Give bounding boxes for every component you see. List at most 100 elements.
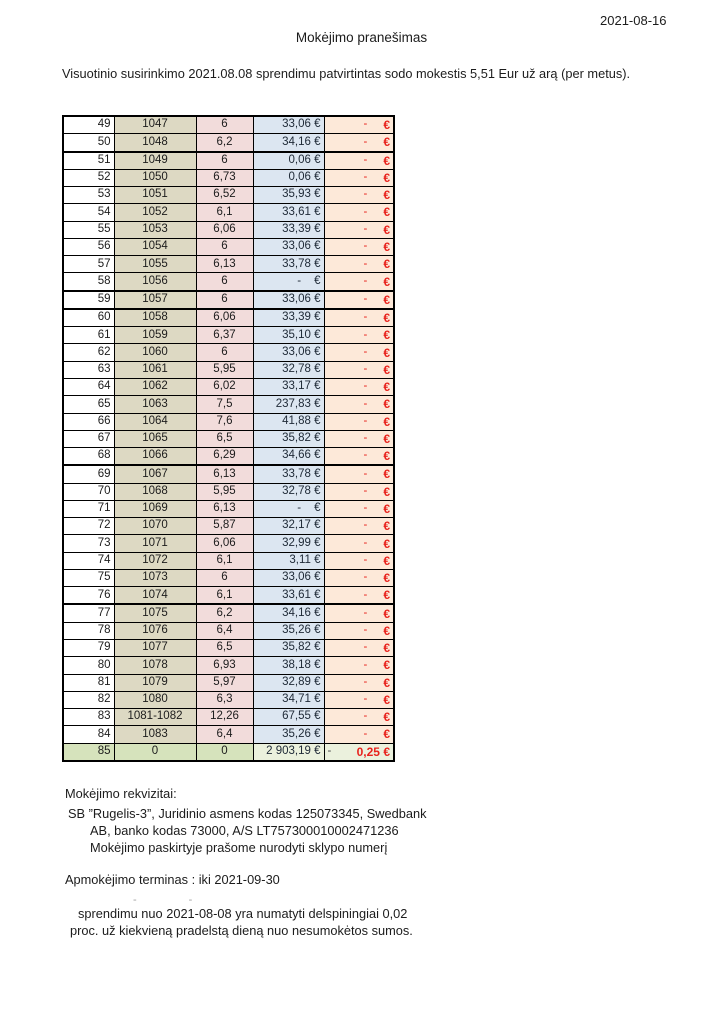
row-number-cell: 64 bbox=[62, 377, 115, 397]
table-row: 67 1065 6,5 35,82 € - € bbox=[62, 429, 395, 449]
row-number-cell: 49 bbox=[62, 115, 115, 135]
euro-sign: € bbox=[383, 692, 390, 707]
euro-sign: € bbox=[383, 188, 390, 203]
amount-cell: 2 903,19 € bbox=[252, 742, 325, 762]
euro-sign: € bbox=[383, 135, 390, 150]
amount-cell: 32,78 € bbox=[252, 482, 325, 501]
plot-number-cell: 1083 bbox=[113, 725, 197, 744]
due-dash: - bbox=[363, 135, 368, 148]
euro-sign: € bbox=[383, 536, 390, 551]
empty-amount-dash: - bbox=[297, 502, 302, 515]
area-cell: 6,06 bbox=[195, 220, 254, 239]
plot-number-cell: 1070 bbox=[113, 517, 197, 536]
table-row: 79 1077 6,5 35,82 € - € bbox=[62, 638, 395, 658]
amount-cell: 34,16 € bbox=[252, 603, 325, 623]
row-number-cell: 72 bbox=[62, 517, 115, 536]
table-row: 71 1069 6,13- € - € bbox=[62, 499, 395, 519]
due-cell: - € bbox=[323, 621, 395, 640]
area-cell: 6,02 bbox=[195, 377, 254, 397]
area-cell: 6,13 bbox=[195, 464, 254, 484]
plot-number-cell: 1060 bbox=[113, 343, 197, 362]
area-cell: 5,95 bbox=[195, 482, 254, 501]
area-cell: 6 bbox=[195, 568, 254, 588]
due-cell: - € bbox=[323, 272, 395, 292]
table-row: 61 1059 6,37 35,10 € - € bbox=[62, 326, 395, 345]
amount-cell: 41,88 € bbox=[252, 412, 325, 431]
total-due-value: 0,25 € bbox=[356, 744, 390, 759]
row-number-cell: 84 bbox=[62, 725, 115, 744]
amount-cell: 33,61 € bbox=[252, 203, 325, 222]
due-dash: - bbox=[363, 467, 368, 480]
row-number-cell: 52 bbox=[62, 168, 115, 188]
table-row: 65 1063 7,5 237,83 € - € bbox=[62, 395, 395, 414]
due-cell: - € bbox=[323, 203, 395, 222]
area-cell: 7,6 bbox=[195, 412, 254, 431]
area-cell: 6 bbox=[195, 150, 254, 170]
due-cell: - € bbox=[323, 725, 395, 744]
row-number-cell: 59 bbox=[62, 289, 115, 310]
euro-sign: € bbox=[383, 710, 390, 725]
plot-number-cell: 1048 bbox=[113, 133, 197, 153]
faint-artifact-marks: -- bbox=[133, 894, 192, 906]
euro-sign: € bbox=[383, 727, 390, 742]
due-cell: - € bbox=[323, 673, 395, 692]
row-number-cell: 80 bbox=[62, 656, 115, 675]
row-number-cell: 76 bbox=[62, 586, 115, 605]
amount-cell: 34,71 € bbox=[252, 690, 325, 710]
euro-sign: € bbox=[383, 606, 390, 621]
plot-number-cell: 1066 bbox=[113, 447, 197, 466]
euro-sign: € bbox=[383, 222, 390, 237]
plot-number-cell: 0 bbox=[113, 742, 197, 762]
euro-sign: € bbox=[383, 239, 390, 254]
area-cell: 12,26 bbox=[195, 708, 254, 727]
amount-cell: 33,39 € bbox=[252, 307, 325, 328]
due-cell: - € bbox=[323, 360, 395, 379]
plot-number-cell: 1059 bbox=[113, 326, 197, 345]
plot-number-cell: 1076 bbox=[113, 621, 197, 640]
payment-purpose-note: Mokėjimo paskirtyje prašome nurodyti skl… bbox=[90, 840, 388, 855]
due-dash: - bbox=[363, 153, 368, 166]
area-cell: 6,52 bbox=[195, 186, 254, 205]
due-dash: - bbox=[363, 274, 368, 287]
amount-cell: 33,06 € bbox=[252, 568, 325, 588]
table-row: 53 1051 6,52 35,93 € - € bbox=[62, 186, 395, 205]
row-number-cell: 69 bbox=[62, 464, 115, 484]
due-dash: - bbox=[363, 727, 368, 740]
euro-sign: € bbox=[383, 257, 390, 272]
euro-sign: € bbox=[383, 658, 390, 673]
area-cell: 6 bbox=[195, 289, 254, 310]
area-cell: 5,97 bbox=[195, 673, 254, 692]
due-cell: - € bbox=[323, 534, 395, 553]
due-dash: - bbox=[363, 328, 368, 341]
due-dash: - bbox=[327, 744, 332, 757]
euro-sign: € bbox=[383, 588, 390, 603]
euro-sign: € bbox=[383, 675, 390, 690]
due-cell: - € bbox=[323, 447, 395, 466]
euro-sign: € bbox=[383, 362, 390, 377]
due-cell: - € bbox=[323, 412, 395, 431]
due-cell: - € bbox=[323, 133, 395, 153]
area-cell: 6,13 bbox=[195, 255, 254, 274]
plot-number-cell: 1068 bbox=[113, 482, 197, 501]
plot-number-cell: 1067 bbox=[113, 464, 197, 484]
amount-cell: 35,82 € bbox=[252, 638, 325, 658]
due-dash: - bbox=[363, 205, 368, 218]
due-cell: - € bbox=[323, 708, 395, 727]
table-row: 63 1061 5,95 32,78 € - € bbox=[62, 360, 395, 379]
euro-sign: € bbox=[383, 311, 390, 326]
plot-number-cell: 1077 bbox=[113, 638, 197, 658]
table-row: 52 1050 6,73 0,06 € - € bbox=[62, 168, 395, 188]
table-row: 83 1081-1082 12,26 67,55 € - € bbox=[62, 708, 395, 727]
row-number-cell: 81 bbox=[62, 673, 115, 692]
row-number-cell: 57 bbox=[62, 255, 115, 274]
plot-number-cell: 1050 bbox=[113, 168, 197, 188]
due-dash: - bbox=[363, 240, 368, 253]
row-number-cell: 71 bbox=[62, 499, 115, 519]
due-cell: - € bbox=[323, 464, 395, 484]
plot-number-cell: 1053 bbox=[113, 220, 197, 239]
area-cell: 6,2 bbox=[195, 603, 254, 623]
payment-requisites-label: Mokėjimo rekvizitai: bbox=[65, 786, 177, 801]
table-row: 57 1055 6,13 33,78 € - € bbox=[62, 255, 395, 274]
due-cell: - € bbox=[323, 326, 395, 345]
area-cell: 6,5 bbox=[195, 638, 254, 658]
